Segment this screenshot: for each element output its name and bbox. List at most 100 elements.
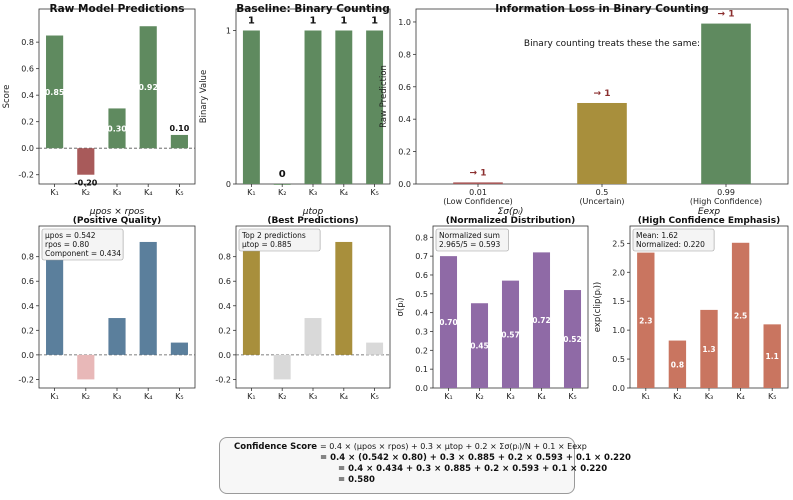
x-tick-label: K₁ bbox=[247, 188, 255, 197]
legend-text: Component = 0.434 bbox=[45, 249, 121, 258]
legend-text: Mean: 1.62 bbox=[636, 231, 678, 240]
y-tick-label: -0.2 bbox=[18, 375, 34, 384]
y-tick-label: 0.2 bbox=[21, 326, 34, 335]
y-tick-label: 0.8 bbox=[21, 253, 34, 262]
y-tick-label: 0.0 bbox=[218, 351, 231, 360]
y-tick-label: 0.6 bbox=[21, 65, 34, 74]
bar-top-1 bbox=[243, 251, 260, 355]
x-tick-label: K₁ bbox=[247, 392, 255, 401]
bar-pos-1 bbox=[46, 251, 63, 355]
bar-pos-2 bbox=[77, 355, 94, 380]
chart-title: (High Confidence Emphasis) bbox=[638, 216, 780, 226]
value-label: 0.30 bbox=[107, 124, 127, 133]
chart-raw: -0.2 0.0 0.2 0.4 0.6 0.8 K₁ 0.85 K₂-0.20 K₃ 0.30 K₄… bbox=[2, 3, 195, 197]
bar-raw-2 bbox=[77, 148, 94, 175]
y-tick-label: 0.4 bbox=[398, 115, 411, 124]
y-tick-label: 2.5 bbox=[612, 239, 625, 248]
y-tick-label: 0.6 bbox=[415, 271, 428, 280]
y-tick-label: 0.2 bbox=[415, 346, 428, 355]
y-tick-label: 1.5 bbox=[612, 297, 625, 306]
y-axis-label: exp(clip(pᵢ)) bbox=[593, 282, 603, 332]
value-label: 0.57 bbox=[501, 330, 520, 339]
y-tick-label: 0.6 bbox=[398, 83, 411, 92]
formula-line-3: = 0.4 × 0.434 + 0.3 × 0.885 + 0.2 × 0.59… bbox=[234, 464, 568, 475]
y-tick-label: 1.0 bbox=[398, 18, 411, 27]
x-tick-label: K₃ bbox=[309, 392, 317, 401]
x-tick-label: K₃ bbox=[113, 392, 121, 401]
value-label: 1 bbox=[310, 15, 317, 26]
bar-pos-4 bbox=[140, 242, 157, 355]
y-tick-label: 0.8 bbox=[415, 233, 428, 242]
legend-text: μtop = 0.885 bbox=[242, 240, 292, 249]
y-tick-label: 0.8 bbox=[218, 253, 231, 262]
y-tick-label: 0.8 bbox=[398, 50, 411, 59]
x-sub-label: (High Confidence) bbox=[690, 197, 762, 206]
y-axis-label: σ(pᵢ) bbox=[396, 298, 406, 317]
legend-text: 2.965/5 = 0.593 bbox=[439, 240, 501, 249]
y-tick-label: -0.2 bbox=[215, 375, 231, 384]
bar-pos-3 bbox=[108, 318, 125, 355]
legend-text: Normalized sum bbox=[439, 231, 500, 240]
chart-norm: 0.00.10.20.30.40.50.60.70.8K₁0.70K₂0.45K… bbox=[396, 207, 588, 401]
bar-top-3 bbox=[305, 318, 322, 355]
x-tick-label: K₁ bbox=[50, 188, 58, 197]
x-tick-label: K₁ bbox=[642, 392, 650, 401]
value-label: -0.20 bbox=[74, 179, 97, 188]
value-label: 2.3 bbox=[639, 316, 652, 325]
y-tick-label: 0.4 bbox=[218, 302, 231, 311]
y-tick-label: 0.5 bbox=[612, 355, 625, 364]
y-tick-label: 0.6 bbox=[21, 277, 34, 286]
y-tick-label: 0.4 bbox=[21, 91, 34, 100]
x-tick-label: K₂ bbox=[278, 188, 286, 197]
x-tick-label: K₄ bbox=[144, 392, 152, 401]
chart-title: Raw Model Predictions bbox=[50, 3, 185, 15]
x-tick-label: K₄ bbox=[736, 392, 744, 401]
x-tick-label: 0.99 bbox=[717, 188, 735, 197]
chart-exp: 0.00.51.01.52.02.5K₁2.3K₂0.8K₃1.3K₄2.5K₅… bbox=[593, 207, 788, 401]
y-tick-label: 1.0 bbox=[612, 326, 625, 335]
bar-binary-3 bbox=[305, 30, 322, 184]
x-tick-label: K₅ bbox=[370, 188, 378, 197]
y-tick-label: 0.0 bbox=[21, 144, 34, 153]
value-label: 1 bbox=[340, 15, 347, 26]
x-tick-label: K₅ bbox=[370, 392, 378, 401]
legend-text: Top 2 predictions bbox=[241, 231, 306, 240]
x-tick-label: K₄ bbox=[537, 392, 545, 401]
bar-top-5 bbox=[366, 343, 383, 355]
bar-binary-4 bbox=[335, 30, 352, 184]
x-tick-label: K₄ bbox=[340, 188, 348, 197]
chart-title: (Best Predictions) bbox=[267, 216, 358, 226]
y-tick-label: 0.5 bbox=[415, 290, 428, 299]
chart-title: Information Loss in Binary Counting bbox=[495, 3, 708, 15]
x-sub-label: (Low Confidence) bbox=[443, 197, 513, 206]
y-tick-label: 0.0 bbox=[398, 180, 411, 189]
x-tick-label: K₅ bbox=[175, 392, 183, 401]
y-tick-label: 0.2 bbox=[398, 148, 411, 157]
y-tick-label: 0.0 bbox=[612, 384, 625, 393]
formula-line-2: = 0.4 × (0.542 × 0.80) + 0.3 × 0.885 + 0… bbox=[234, 453, 568, 464]
value-label: 2.5 bbox=[734, 311, 747, 320]
y-axis-label: Binary Value bbox=[199, 70, 209, 123]
chart-title: (Positive Quality) bbox=[73, 216, 161, 226]
value-label: 0.92 bbox=[138, 83, 158, 92]
chart-infoloss: 0.00.20.40.60.81.00.01(Low Confidence)→ … bbox=[379, 3, 788, 206]
value-label: 0 bbox=[279, 169, 286, 180]
y-tick-label: 0.4 bbox=[21, 302, 34, 311]
x-sub-label: (Uncertain) bbox=[579, 197, 624, 206]
value-label: 0.85 bbox=[45, 88, 65, 97]
bar-binary-1 bbox=[243, 30, 260, 184]
y-tick-label: 0.4 bbox=[415, 309, 428, 318]
x-tick-label: K₄ bbox=[144, 188, 152, 197]
formula-line-4: = 0.580 bbox=[234, 475, 568, 486]
annotation: Binary counting treats these the same: bbox=[524, 39, 700, 49]
y-tick-label: 1 bbox=[226, 26, 231, 35]
bar-raw-5 bbox=[171, 135, 188, 148]
y-tick-label: 0.0 bbox=[21, 351, 34, 360]
value-label: 0.10 bbox=[170, 124, 190, 133]
x-tick-label: K₂ bbox=[82, 392, 90, 401]
y-tick-label: 0.0 bbox=[415, 384, 428, 393]
y-tick-label: 0.2 bbox=[21, 118, 34, 127]
chart-title: Baseline: Binary Counting bbox=[236, 3, 389, 15]
x-tick-label: 0.5 bbox=[596, 188, 609, 197]
